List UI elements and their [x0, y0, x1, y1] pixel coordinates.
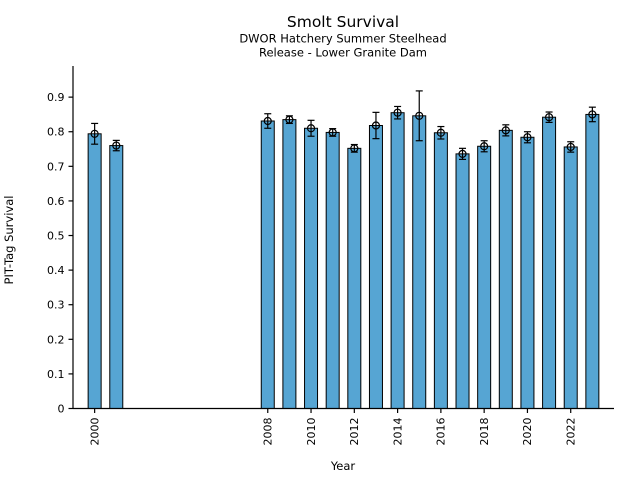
- x-tick-label-2016: 2016: [435, 418, 448, 446]
- x-tick-label-2008: 2008: [262, 418, 275, 446]
- marker-circle-2010: [306, 124, 316, 133]
- bar-2017: [455, 153, 470, 409]
- bar-2011: [325, 131, 340, 409]
- marker-circle-2012: [350, 144, 359, 153]
- y-axis-label: PIT-Tag Survival: [2, 196, 16, 285]
- marker-circle-2023: [588, 110, 597, 119]
- marker-circle-2014: [393, 108, 402, 117]
- bar-2015: [412, 115, 427, 410]
- chart-subtitle-line2: Release - Lower Granite Dam: [259, 46, 427, 60]
- y-tick-label-0.3: 0.3: [47, 299, 65, 312]
- y-tick-label-0.5: 0.5: [47, 230, 65, 243]
- x-tick-label-2022: 2022: [565, 418, 578, 446]
- marker-circle-2017: [458, 149, 467, 158]
- bar-2008: [260, 120, 275, 410]
- y-tick-label-0.2: 0.2: [47, 333, 65, 346]
- y-tick-label-0.6: 0.6: [47, 195, 65, 208]
- y-tick-label-0.7: 0.7: [47, 160, 65, 173]
- y-tick-label-0.4: 0.4: [47, 264, 65, 277]
- bar-2021: [542, 116, 557, 409]
- marker-circle-2019: [501, 126, 510, 135]
- marker-circle-2001: [112, 141, 121, 150]
- bar-2010: [304, 127, 319, 409]
- marker-circle-2009: [285, 115, 294, 124]
- bar-2009: [282, 119, 297, 409]
- y-tick-label-0.1: 0.1: [47, 368, 65, 381]
- bar-2000: [87, 133, 102, 409]
- x-tick-label-2010: 2010: [305, 418, 318, 446]
- bar-2001: [109, 145, 124, 409]
- marker-circle-2013: [371, 121, 381, 130]
- chart-subtitle-line1: DWOR Hatchery Summer Steelhead: [239, 32, 446, 46]
- marker-circle-2016: [436, 128, 445, 137]
- bar-2020: [520, 136, 535, 409]
- bar-2012: [347, 147, 362, 409]
- x-tick-label-2020: 2020: [521, 418, 534, 446]
- x-tick-label-2012: 2012: [348, 418, 361, 446]
- bar-2023: [585, 113, 600, 409]
- bar-2019: [498, 129, 513, 409]
- bar-2022: [563, 146, 578, 409]
- chart-title: Smolt Survival: [287, 13, 399, 31]
- marker-circle-2015: [415, 111, 424, 120]
- y-tick-label-0.9: 0.9: [47, 91, 65, 104]
- x-tick-label-2000: 2000: [88, 418, 101, 446]
- x-axis-label: Year: [330, 459, 356, 473]
- marker-circle-2008: [263, 116, 272, 126]
- x-tick-label-2014: 2014: [391, 418, 404, 446]
- bar-2014: [390, 112, 405, 409]
- bar-2018: [477, 145, 492, 409]
- y-tick-label-0.8: 0.8: [47, 126, 65, 139]
- bars-and-axes-group: 0 0.1 0.2 0.3 0.4 0.5 0.6 0.7 0.8 0.9 2000 2008 2010…: [47, 66, 614, 446]
- bar-2013: [368, 125, 383, 410]
- marker-circle-2000: [90, 129, 99, 138]
- marker-circle-2022: [566, 142, 575, 152]
- marker-circle-2018: [480, 142, 489, 151]
- marker-circle-2020: [523, 133, 532, 142]
- x-tick-label-2018: 2018: [478, 418, 491, 446]
- y-tick-label-0: 0: [58, 403, 65, 416]
- marker-circle-2011: [328, 128, 337, 137]
- marker-circle-2021: [544, 113, 554, 122]
- bar-2016: [433, 132, 448, 409]
